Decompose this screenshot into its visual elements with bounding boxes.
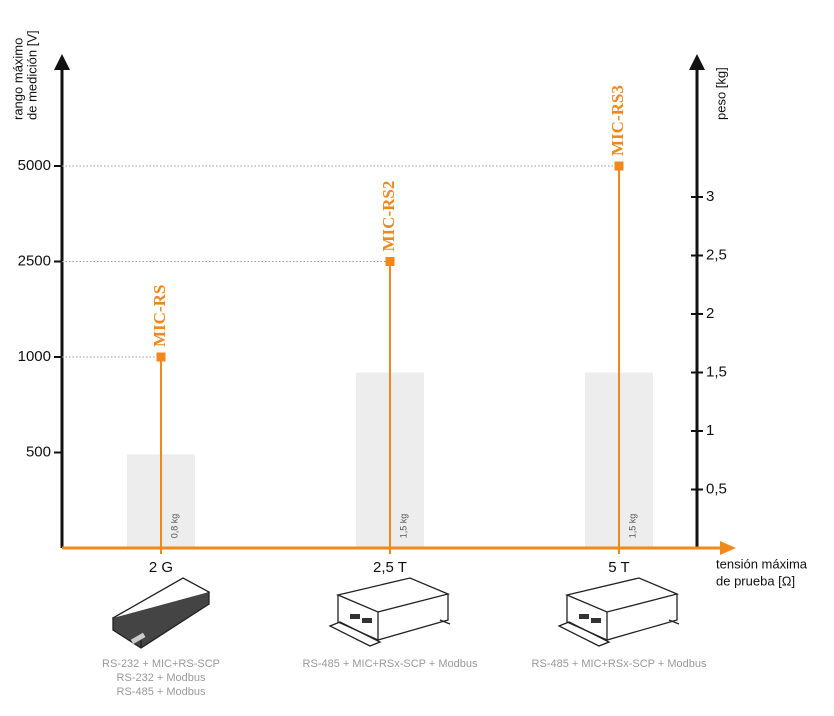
point-label: MIC-RS3 (608, 85, 627, 156)
device-images (111, 577, 680, 649)
point (156, 352, 166, 362)
y2-axis-title: peso [kg] (713, 67, 728, 120)
y-axis-arrow (54, 54, 70, 70)
device-image (557, 577, 680, 647)
point (385, 257, 395, 266)
weight-label: 1,5 kg (627, 514, 637, 539)
description: RS-485 + MIC+RSx-SCP + Modbus (303, 658, 478, 670)
x-axis-title: tensión máxima (716, 556, 808, 571)
device-image (328, 577, 451, 647)
y-tick-label: 5000 (18, 157, 51, 174)
description: RS-232 + Modbus (117, 672, 206, 684)
description: RS-485 + Modbus (117, 686, 206, 698)
y-axis-title: rango máximo (10, 38, 25, 120)
weight-label: 1,5 kg (398, 514, 408, 539)
x-tick-label: 2,5 T (373, 559, 407, 576)
x-tick-label: 2 G (149, 559, 173, 576)
y2-tick-label: 3 (706, 188, 714, 205)
y2-tick-label: 1,5 (706, 363, 727, 380)
y2-tick-label: 1 (706, 422, 714, 439)
description: RS-232 + MIC+RS-SCP (102, 658, 220, 670)
y-tick-label: 500 (26, 443, 51, 460)
point (614, 161, 624, 171)
y-axis-title: de medición [V] (24, 30, 39, 120)
description: RS-485 + MIC+RSx-SCP + Modbus (532, 658, 707, 670)
y-tick-label: 2500 (18, 252, 51, 269)
x-axis-arrow (720, 541, 736, 555)
y2-axis-arrow (689, 54, 705, 70)
y2-tick-label: 0,5 (706, 480, 727, 497)
y2-tick-label: 2 (706, 305, 714, 322)
y2-tick-label: 2,5 (706, 246, 727, 263)
x-tick-label: 5 T (608, 559, 629, 576)
device-image (111, 577, 211, 649)
point-label: MIC-RS (150, 285, 169, 347)
point-label: MIC-RS2 (379, 181, 398, 252)
weight-label: 0,8 kg (169, 514, 179, 539)
x-axis-title: de prueba [Ω] (716, 573, 795, 588)
y-tick-label: 1000 (18, 348, 51, 365)
